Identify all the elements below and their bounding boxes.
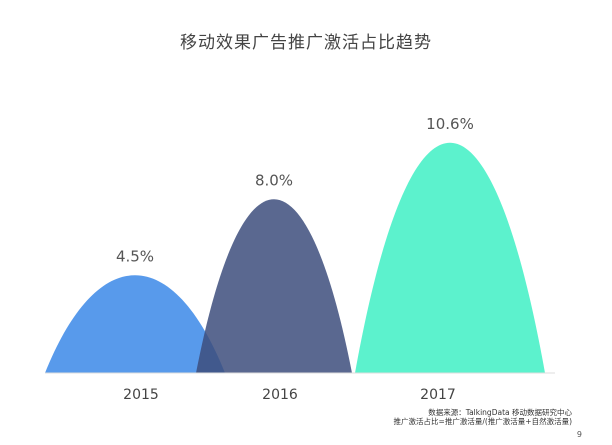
- value-label-2016: 8.0%: [255, 171, 293, 189]
- source-note: 数据来源：TalkingData 移动数据研究中心 推广激活占比=推广激活量/(…: [394, 408, 572, 426]
- source-line-2: 推广激活占比=推广激活量/(推广激活量+自然激活量): [393, 417, 572, 426]
- tick-label-2017: 2017: [420, 387, 456, 403]
- value-label-2017: 10.6%: [426, 115, 474, 133]
- tick-labels: 2015 2016 2017: [123, 387, 456, 403]
- page-number: 9: [576, 430, 582, 439]
- chart-title: 移动效果广告推广激活占比趋势: [180, 33, 432, 53]
- hump-2015: [45, 275, 225, 373]
- value-labels: 4.5% 8.0% 10.6%: [116, 115, 474, 265]
- source-line-1: 数据来源：TalkingData 移动数据研究中心: [428, 408, 572, 417]
- tick-label-2016: 2016: [262, 387, 298, 403]
- value-label-2015: 4.5%: [116, 247, 154, 265]
- hump-2017: [355, 142, 545, 373]
- tick-label-2015: 2015: [123, 387, 159, 403]
- series-humps: [45, 142, 545, 373]
- hump-2016: [196, 199, 352, 373]
